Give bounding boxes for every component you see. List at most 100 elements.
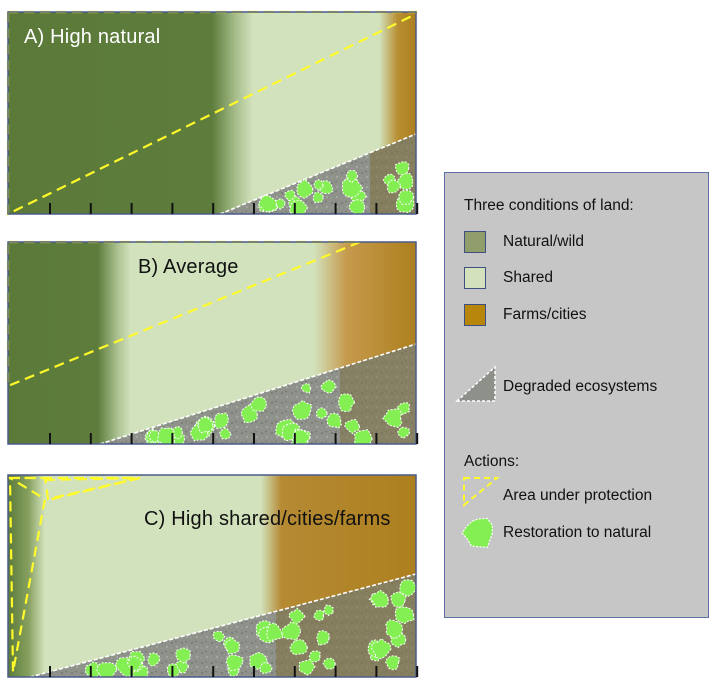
panel-b-restoration-patch	[320, 379, 337, 394]
panel-c-restoration-patch	[84, 661, 101, 677]
panel-c-degraded-ecosystems	[30, 574, 416, 677]
panel-c-restoration-patch	[369, 651, 381, 662]
panel-c-restoration-patch	[385, 619, 404, 640]
panel-b-restoration-patch	[194, 419, 213, 438]
legend-label-protection: Area under protection	[503, 487, 653, 504]
panel-c-degraded-outline	[29, 573, 416, 677]
panel-c-restoration-patch	[384, 655, 401, 671]
panel-c-restoration-patch	[394, 606, 415, 625]
panel-c-restoration-patch	[227, 664, 241, 677]
panel-a-restoration-patch	[348, 199, 366, 214]
panel-c-protected-area-top	[44, 476, 141, 502]
panel-b-restoration-patch	[158, 427, 179, 444]
panel-c-restoration-patch	[222, 636, 236, 651]
panel-c-restoration-patch	[166, 663, 181, 677]
panel-a-degraded-farm-tint	[370, 134, 416, 214]
panel-b-degraded-ecosystems	[100, 344, 416, 444]
panel-c-restoration-patch	[127, 650, 146, 668]
swatch-shared	[464, 267, 486, 289]
panel-c-restoration-patch	[147, 652, 161, 667]
panel-a-restoration-patch	[284, 189, 296, 202]
panel-b-restoration-patch	[382, 408, 403, 428]
panel-c-restoration-patch	[399, 579, 416, 597]
legend-label-farms: Farms/cities	[503, 306, 587, 323]
panel-c-restoration-patch	[316, 630, 330, 647]
panel-b-restoration-patch	[326, 412, 342, 429]
panel-a-restoration-patch	[382, 173, 396, 187]
panel-b-restoration-patch	[291, 399, 313, 420]
panel-c-frame	[7, 474, 417, 678]
panel-c-restoration-patch	[257, 625, 277, 644]
panel-a-restoration-patch	[345, 169, 359, 184]
panel-a-restoration-patch	[318, 180, 334, 194]
panel-a-restoration-patch	[289, 200, 309, 214]
panel-a-restoration-patch	[266, 200, 279, 213]
panel-c-restoration-patch	[175, 647, 191, 664]
restoration-patch-icon	[461, 517, 493, 549]
legend-heading: Three conditions of land:	[464, 197, 634, 214]
panel-c-restoration-patch	[371, 638, 392, 660]
panel-a-restoration-patches	[257, 161, 415, 214]
panel-a-degraded-ecosystems	[220, 134, 416, 214]
panel-a-restoration-patch	[258, 200, 270, 212]
panel-c-restoration-patch	[225, 654, 244, 672]
panel-c	[6, 474, 419, 678]
panel-b-degraded-outline	[99, 343, 416, 444]
panel-c-restoration-patch	[224, 637, 240, 655]
legend-label-natural: Natural/wild	[503, 233, 584, 250]
panel-c-degraded-farm-tint	[276, 574, 416, 677]
panel-b-restoration-patch	[316, 407, 328, 420]
panel-c-restoration-patch	[131, 661, 149, 677]
panel-c-restoration-patch	[255, 620, 274, 641]
panel-b-restoration-patch	[146, 429, 160, 444]
panel-c-restoration-patch	[367, 639, 385, 658]
legend-actions-heading: Actions:	[464, 453, 520, 470]
panel-c-restoration-patch	[225, 640, 238, 654]
panel-c-restoration-patch	[368, 592, 382, 606]
panel-b-restoration-patch	[197, 416, 214, 434]
panel-c-restoration-patch	[370, 589, 389, 608]
panel-c-restoration-patch	[288, 607, 306, 625]
panel-a-restoration-patch	[398, 190, 415, 205]
panel-b-restoration-patch	[240, 404, 258, 424]
panel-c-restoration-patch	[212, 631, 226, 643]
panel-b-restoration-patch	[397, 426, 411, 439]
legend: Three conditions of land: Natural/wild S…	[444, 172, 709, 618]
panel-a-restoration-patch	[341, 176, 364, 199]
panel-c-ticks	[49, 666, 419, 677]
panel-b-degraded-farm-tint	[340, 344, 416, 444]
panel-c-restoration-patch	[313, 609, 325, 622]
panel-c-restoration-patch	[280, 621, 302, 641]
protection-area-icon	[463, 477, 500, 508]
panel-b-restoration-patch	[353, 429, 373, 444]
panel-b-restoration-patch	[292, 429, 312, 444]
panel-c-restoration-patch	[129, 660, 144, 673]
panel-b-restoration-patch	[291, 428, 311, 444]
panel-a-restoration-patch	[344, 174, 359, 187]
panel-b-restoration-patch	[170, 431, 186, 444]
panel-b-restoration-patch	[344, 419, 361, 435]
panel-c-restoration-patch	[390, 632, 407, 649]
legend-label-restoration: Restoration to natural	[503, 524, 652, 541]
panel-c-restoration-patch	[266, 622, 284, 642]
panel-c-restoration-patch	[390, 591, 407, 608]
panel-b-restoration-patch	[148, 430, 162, 444]
legend-label-degraded: Degraded ecosystems	[503, 378, 658, 395]
panel-b-restoration-patch	[249, 396, 268, 413]
panel-b-restoration-patch	[170, 426, 183, 440]
panel-c-title: C) High shared/cities/farms	[144, 508, 391, 530]
panel-c-protected-area	[6, 476, 141, 673]
panel-a-restoration-patch	[313, 179, 324, 191]
swatch-natural	[464, 231, 486, 253]
panel-c-restoration-patch	[289, 639, 308, 656]
panel-a-restoration-patch	[386, 179, 402, 194]
panel-c-restoration-patch	[249, 651, 268, 671]
panel-c-restoration-patch	[259, 662, 273, 674]
panel-c-restoration-patch	[308, 650, 321, 663]
swatch-farms	[464, 304, 486, 326]
panel-b-restoration-patch	[281, 422, 301, 442]
panel-b-restoration-patch	[194, 415, 216, 435]
panel-a-restoration-patch	[296, 178, 314, 199]
panel-b-restoration-patch	[157, 427, 176, 444]
panel-a-restoration-patch	[349, 186, 367, 205]
